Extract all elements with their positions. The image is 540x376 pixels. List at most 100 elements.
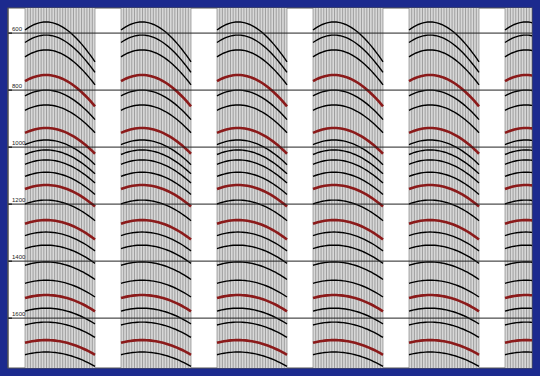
event — [121, 185, 191, 206]
trace — [276, 8, 277, 368]
gathers — [25, 8, 532, 368]
gather — [409, 8, 479, 368]
frame — [0, 0, 540, 376]
trace — [526, 8, 527, 368]
grid-line — [8, 204, 532, 205]
event — [505, 220, 532, 239]
trace — [323, 8, 324, 368]
event — [217, 172, 287, 194]
gather — [217, 8, 287, 368]
gather-bg — [313, 8, 383, 368]
event — [313, 322, 383, 337]
trace — [249, 8, 250, 368]
plot-area — [8, 8, 532, 368]
trace — [185, 8, 186, 368]
grid-line — [8, 318, 532, 319]
event — [313, 50, 383, 85]
trace — [246, 8, 247, 368]
tick-label: 600 — [12, 26, 23, 32]
event — [409, 90, 479, 120]
trace — [425, 8, 426, 368]
trace — [150, 8, 151, 368]
trace — [473, 8, 474, 368]
trace — [225, 8, 226, 368]
trace — [41, 8, 42, 368]
trace — [422, 8, 423, 368]
gather-bg — [25, 8, 95, 368]
event — [25, 160, 95, 183]
event — [25, 200, 95, 221]
trace — [433, 8, 434, 368]
event — [313, 232, 383, 251]
event — [505, 160, 532, 183]
event — [409, 75, 479, 106]
event — [409, 200, 479, 221]
trace — [70, 8, 71, 368]
tick-label: 1400 — [12, 254, 26, 260]
trace — [81, 8, 82, 368]
event — [217, 35, 287, 72]
trace — [57, 8, 58, 368]
event — [25, 75, 95, 106]
gather-bg — [409, 8, 479, 368]
event — [121, 50, 191, 85]
event — [313, 308, 383, 324]
trace — [518, 8, 519, 368]
event — [313, 35, 383, 72]
event — [121, 160, 191, 183]
event — [121, 90, 191, 120]
trace — [531, 8, 532, 368]
event — [505, 200, 532, 221]
event — [121, 35, 191, 72]
trace — [38, 8, 39, 368]
trace — [337, 8, 338, 368]
grid-line — [8, 261, 532, 262]
trace — [180, 8, 181, 368]
tick — [8, 261, 12, 262]
trace — [331, 8, 332, 368]
event — [25, 35, 95, 72]
trace — [129, 8, 130, 368]
event — [313, 185, 383, 206]
event — [409, 172, 479, 194]
event — [25, 308, 95, 324]
trace — [137, 8, 138, 368]
trace — [321, 8, 322, 368]
event — [121, 322, 191, 337]
trace — [465, 8, 466, 368]
event — [121, 232, 191, 251]
tick — [8, 318, 12, 319]
gather-bg — [217, 8, 287, 368]
event — [409, 262, 479, 280]
event — [505, 262, 532, 280]
event — [217, 75, 287, 106]
trace — [243, 8, 244, 368]
event — [121, 200, 191, 221]
event — [313, 262, 383, 280]
event — [409, 185, 479, 206]
trace — [358, 8, 359, 368]
event — [121, 172, 191, 194]
trace — [139, 8, 140, 368]
event — [505, 172, 532, 194]
trace — [89, 8, 90, 368]
tick-label: 1600 — [12, 311, 26, 317]
event — [409, 232, 479, 251]
event — [217, 262, 287, 280]
event — [121, 75, 191, 106]
gather — [313, 8, 383, 368]
trace — [43, 8, 44, 368]
event — [25, 185, 95, 206]
event — [25, 50, 95, 85]
trace — [46, 8, 47, 368]
trace — [54, 8, 55, 368]
grid-line — [8, 147, 532, 148]
trace — [345, 8, 346, 368]
event — [409, 50, 479, 85]
trace — [334, 8, 335, 368]
tick-label: 1000 — [12, 140, 26, 146]
event — [217, 90, 287, 120]
event — [217, 308, 287, 324]
tick — [8, 147, 12, 148]
event — [121, 220, 191, 239]
